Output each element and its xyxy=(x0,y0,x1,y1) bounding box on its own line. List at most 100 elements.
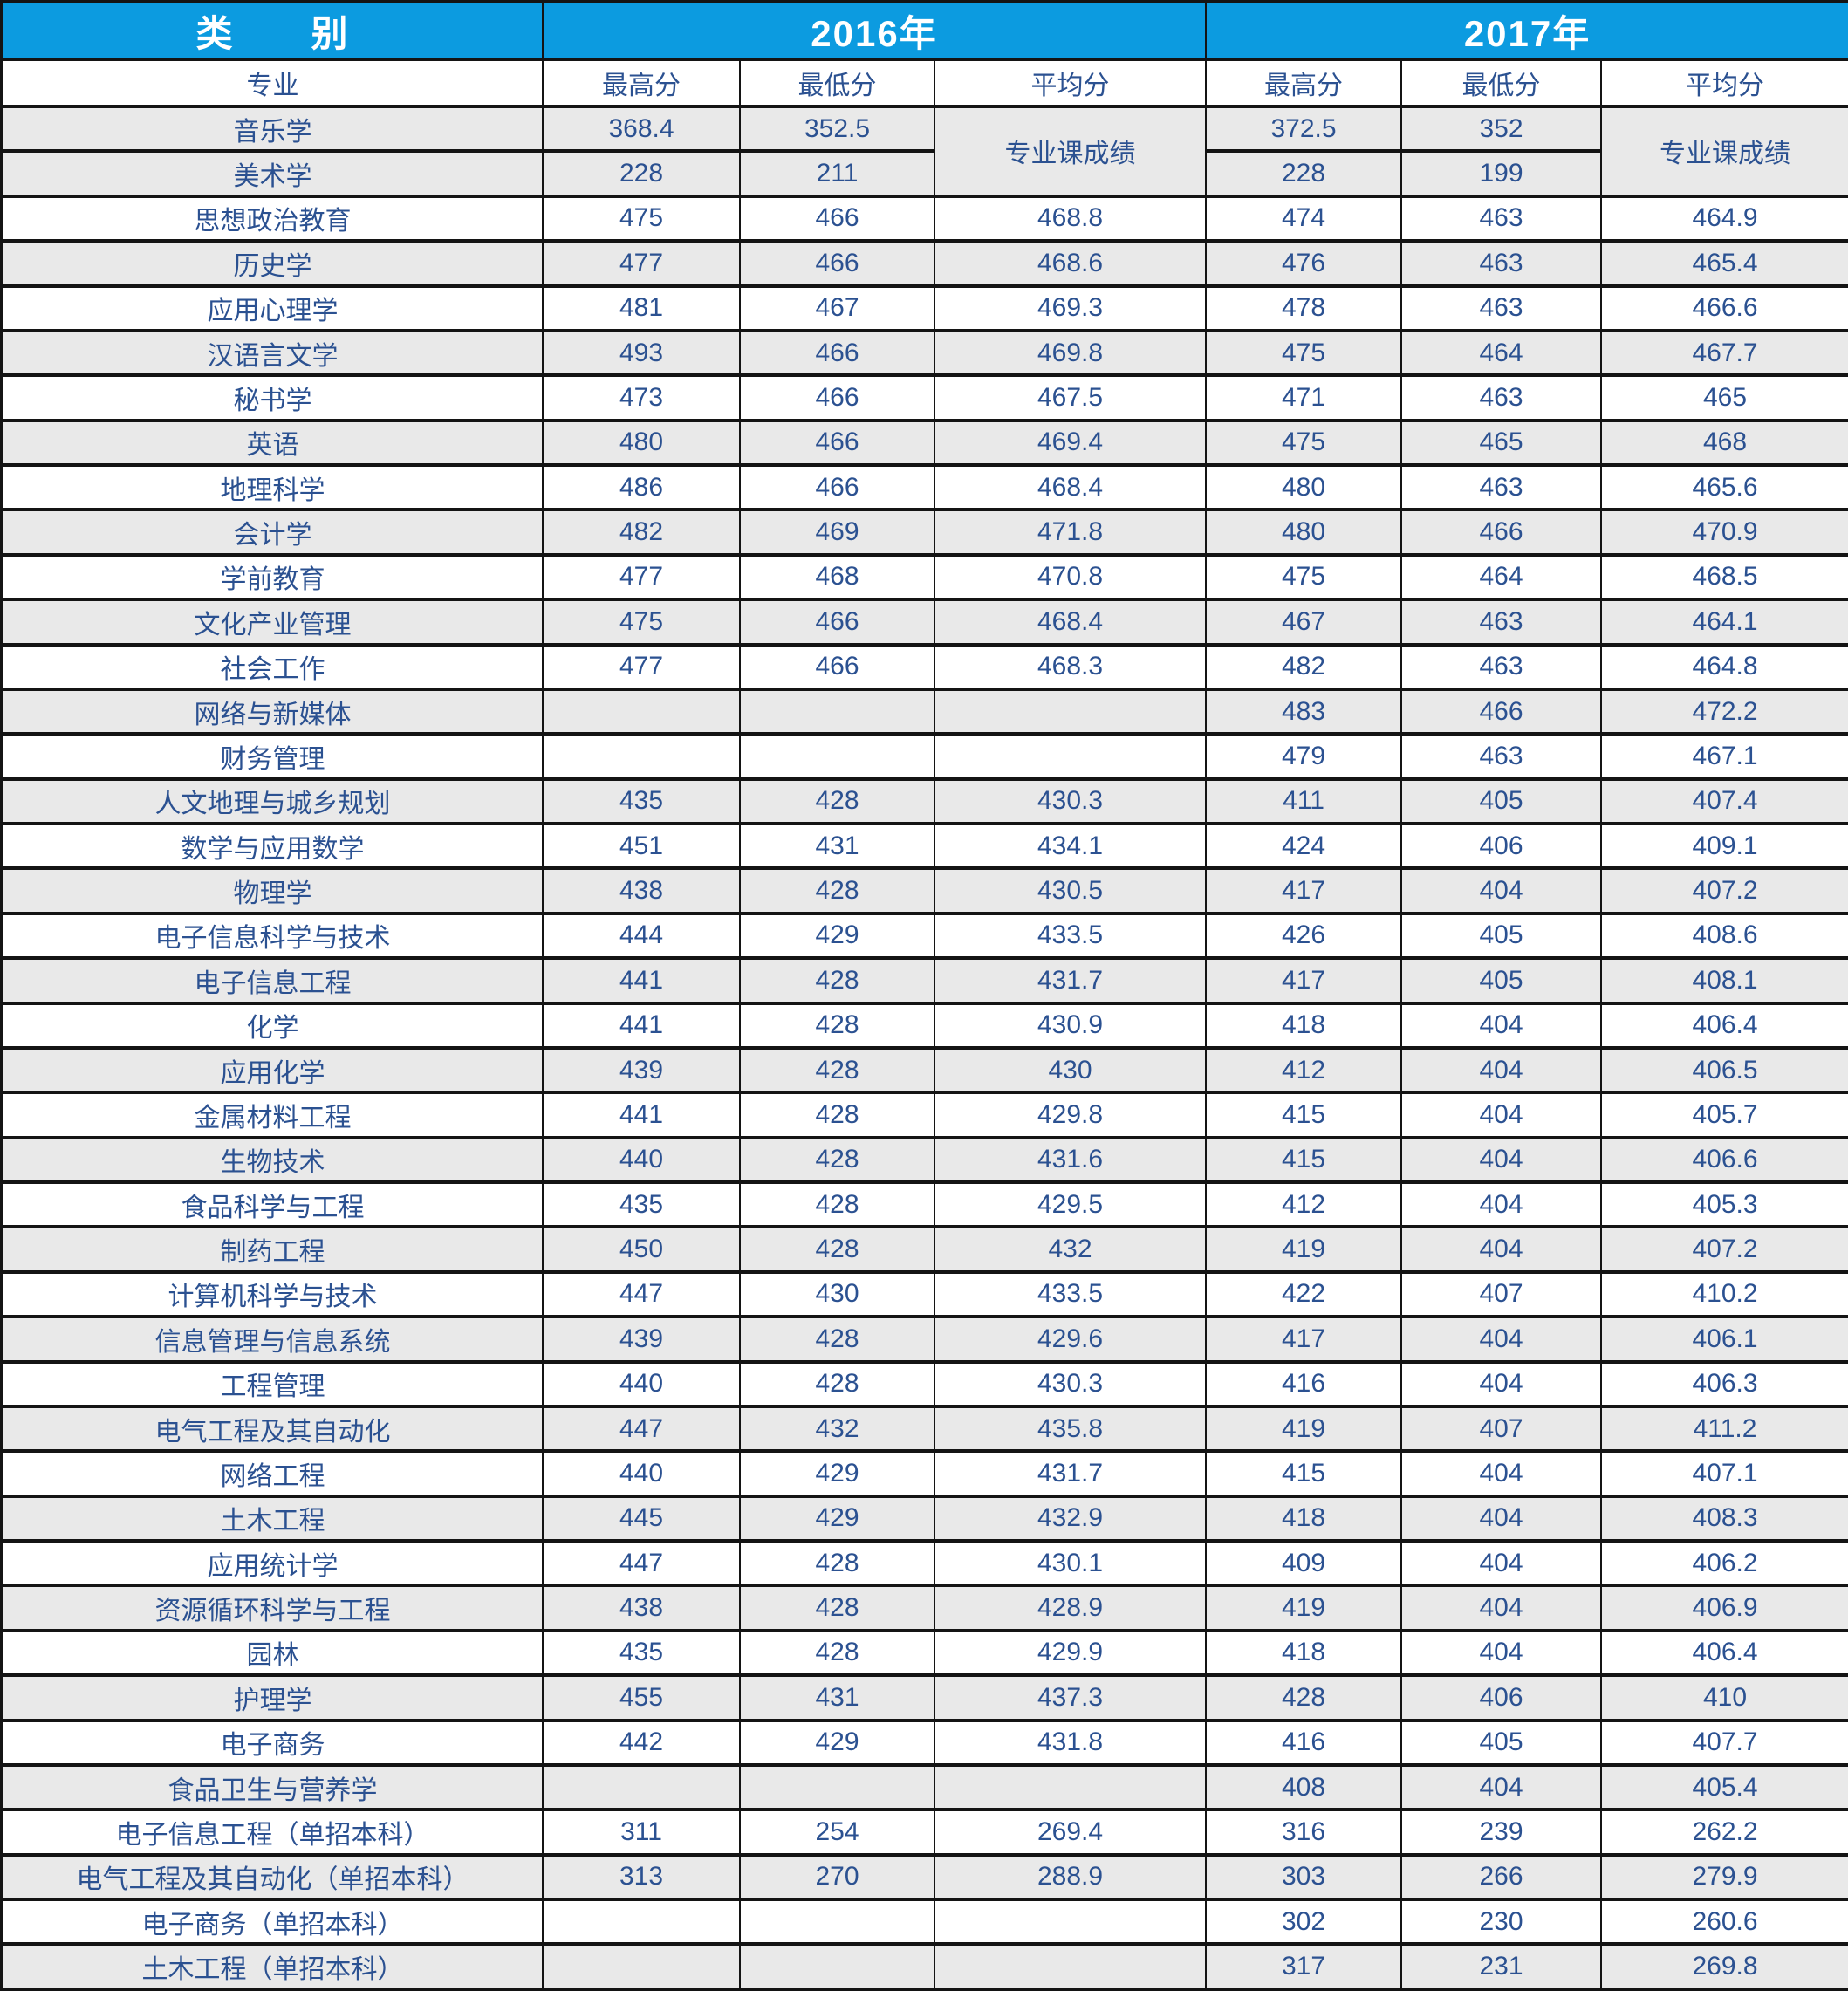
table-row: 电子商务（单招本科） 302 230 260.6 xyxy=(1,1897,1848,1947)
score-cell: 463 xyxy=(1400,642,1603,691)
score-cell: 418 xyxy=(1205,1001,1403,1050)
score-cell: 475 xyxy=(1205,418,1403,468)
table-row: 食品科学与工程 435 428 429.5 412 404 405.3 xyxy=(1,1180,1848,1229)
score-cell: 404 xyxy=(1400,1135,1603,1185)
major-cell: 土木工程（单招本科） xyxy=(1,1942,544,1991)
major-cell: 汉语言文学 xyxy=(1,328,544,378)
score-cell: 474 xyxy=(1205,194,1403,243)
score-cell: 477 xyxy=(542,642,741,691)
score-cell xyxy=(542,1762,741,1812)
score-cell: 463 xyxy=(1400,284,1603,332)
score-cell: 431 xyxy=(739,1673,935,1722)
score-cell xyxy=(739,1762,935,1812)
score-cell: 303 xyxy=(1205,1852,1403,1902)
major-cell: 应用化学 xyxy=(1,1045,544,1095)
score-cell: 431.8 xyxy=(933,1718,1208,1767)
table-row: 制药工程 450 428 432 419 404 407.2 xyxy=(1,1225,1848,1274)
major-cell: 物理学 xyxy=(1,866,544,915)
table-row: 金属材料工程 441 428 429.8 415 404 405.7 xyxy=(1,1091,1848,1139)
score-cell: 417 xyxy=(1205,866,1403,915)
score-cell: 432.9 xyxy=(933,1494,1208,1543)
merged-note-cell: 专业课成绩 xyxy=(933,105,1208,198)
score-cell: 463 xyxy=(1400,732,1603,781)
major-cell: 工程管理 xyxy=(1,1359,544,1408)
score-cell: 428 xyxy=(739,1359,935,1408)
score-cell: 407.2 xyxy=(1600,1225,1848,1274)
score-cell: 428 xyxy=(739,1135,935,1185)
score-cell xyxy=(933,687,1208,736)
score-cell: 408.3 xyxy=(1600,1494,1848,1543)
table-row: 食品卫生与营养学 408 404 405.4 xyxy=(1,1762,1848,1812)
subheader-major: 专业 xyxy=(1,58,544,108)
score-cell: 442 xyxy=(542,1718,741,1767)
score-cell: 465 xyxy=(1400,418,1603,468)
score-cell: 447 xyxy=(542,1404,741,1454)
score-cell: 477 xyxy=(542,552,741,602)
score-cell: 405 xyxy=(1400,777,1603,826)
table-row: 土木工程（单招本科） 317 231 269.8 xyxy=(1,1942,1848,1991)
subheader-max-2016: 最高分 xyxy=(542,58,741,108)
table-row: 英语 480 466 469.4 475 465 468 xyxy=(1,418,1848,468)
score-cell: 260.6 xyxy=(1600,1897,1848,1947)
score-cell xyxy=(739,732,935,781)
score-cell: 405.3 xyxy=(1600,1180,1848,1229)
score-cell: 469.4 xyxy=(933,418,1208,468)
score-cell: 466 xyxy=(1400,508,1603,557)
score-cell: 464 xyxy=(1400,328,1603,378)
score-cell: 466 xyxy=(739,328,935,378)
score-cell: 372.5 xyxy=(1205,104,1403,154)
score-cell: 428 xyxy=(1205,1673,1403,1722)
subheader-avg-2017: 平均分 xyxy=(1600,58,1848,108)
score-cell: 441 xyxy=(542,1001,741,1050)
score-cell: 429 xyxy=(739,1718,935,1767)
score-cell xyxy=(933,1942,1208,1991)
score-cell: 471.8 xyxy=(933,508,1208,557)
score-cell: 411 xyxy=(1205,777,1403,826)
score-cell: 416 xyxy=(1205,1718,1403,1767)
score-cell: 417 xyxy=(1205,1315,1403,1364)
table-row: 地理科学 486 466 468.4 480 463 465.6 xyxy=(1,462,1848,512)
score-cell: 428 xyxy=(739,1225,935,1274)
score-cell: 404 xyxy=(1400,1315,1603,1364)
score-cell: 316 xyxy=(1205,1808,1403,1857)
table-row: 应用心理学 481 467 469.3 478 463 466.6 xyxy=(1,284,1848,332)
table-row: 美术学 228 211 228 199 xyxy=(1,149,1848,198)
score-cell: 430 xyxy=(933,1045,1208,1095)
score-cell: 412 xyxy=(1205,1045,1403,1095)
score-cell: 262.2 xyxy=(1600,1808,1848,1857)
score-cell: 410.2 xyxy=(1600,1269,1848,1319)
score-cell: 429.5 xyxy=(933,1180,1208,1229)
score-cell: 302 xyxy=(1205,1897,1403,1947)
score-cell: 228 xyxy=(1205,149,1403,198)
score-cell: 407.1 xyxy=(1600,1449,1848,1498)
score-cell: 468.8 xyxy=(933,194,1208,243)
table-row: 学前教育 477 468 470.8 475 464 468.5 xyxy=(1,552,1848,602)
score-cell: 415 xyxy=(1205,1449,1403,1498)
score-cell: 473 xyxy=(542,373,741,422)
score-cell: 464.8 xyxy=(1600,642,1848,691)
score-cell: 466 xyxy=(739,418,935,468)
table-header: 类 别 2016年 2017年 专业 最高分 最低分 平均分 最高分 最低分 平… xyxy=(1,0,1848,108)
score-cell: 404 xyxy=(1400,1449,1603,1498)
score-cell: 428 xyxy=(739,1315,935,1364)
score-cell: 419 xyxy=(1205,1404,1403,1454)
score-cell: 445 xyxy=(542,1494,741,1543)
score-cell xyxy=(542,732,741,781)
score-cell: 266 xyxy=(1400,1852,1603,1902)
sub-header-row: 专业 最高分 最低分 平均分 最高分 最低分 平均分 xyxy=(1,58,1848,108)
score-cell: 435 xyxy=(542,1180,741,1229)
score-cell: 428 xyxy=(739,956,935,1005)
table-row: 电子信息工程（单招本科） 311 254 269.4 316 239 262.2 xyxy=(1,1808,1848,1857)
score-cell: 466 xyxy=(739,194,935,243)
score-cell: 254 xyxy=(739,1808,935,1857)
score-cell xyxy=(933,732,1208,781)
score-cell: 428 xyxy=(739,1180,935,1229)
score-cell: 412 xyxy=(1205,1180,1403,1229)
score-cell: 406.9 xyxy=(1600,1584,1848,1632)
score-cell: 478 xyxy=(1205,284,1403,332)
subheader-max-2017: 最高分 xyxy=(1205,58,1403,108)
score-cell: 447 xyxy=(542,1538,741,1588)
score-cell: 352 xyxy=(1400,104,1603,154)
table-row: 生物技术 440 428 431.6 415 404 406.6 xyxy=(1,1135,1848,1185)
score-cell: 476 xyxy=(1205,239,1403,288)
